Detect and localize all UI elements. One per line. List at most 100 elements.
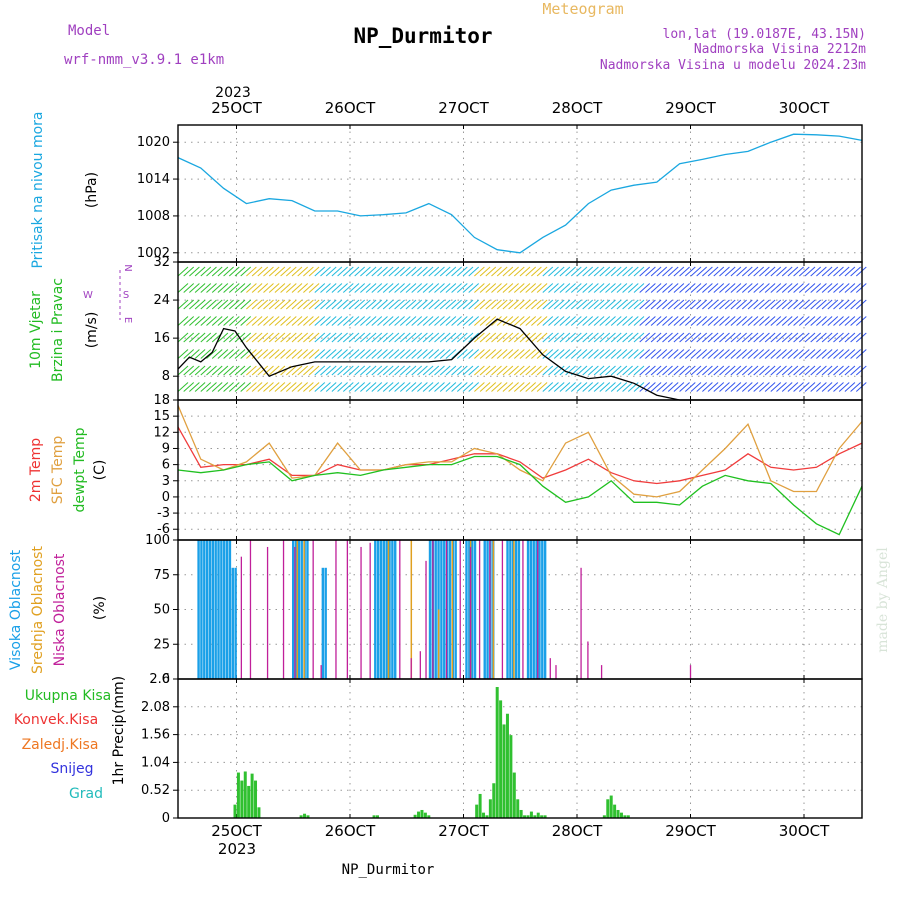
wind-barb xyxy=(519,266,531,277)
wind-barb xyxy=(251,332,263,343)
wind-barb xyxy=(303,316,314,326)
wind-barb xyxy=(599,316,611,326)
wind-barb xyxy=(428,349,440,359)
wind-barb xyxy=(696,283,708,293)
wind-barb xyxy=(650,349,662,359)
wind-barb xyxy=(234,283,246,293)
wind-barb xyxy=(559,283,571,293)
wind-barb xyxy=(189,332,200,343)
wind-barb xyxy=(850,266,861,277)
wind-barb xyxy=(827,316,839,326)
wind-barb xyxy=(781,349,793,359)
wind-barb xyxy=(656,382,668,392)
wind-barb xyxy=(588,283,599,293)
wind-barb xyxy=(462,332,474,343)
wind-barb xyxy=(513,349,525,359)
wind-barb xyxy=(810,316,822,326)
wind-barb xyxy=(388,349,400,359)
wind-barb xyxy=(280,382,291,392)
wind-barb xyxy=(798,283,810,293)
wind-barb xyxy=(291,332,303,343)
wind-barb xyxy=(844,365,856,376)
wind-barb xyxy=(690,299,702,310)
legend-ukupna: Ukupna Kisa xyxy=(25,688,112,704)
wind-barb xyxy=(354,382,366,392)
cloud-low-bar xyxy=(312,540,314,679)
wind-barb xyxy=(200,283,212,293)
wind-barb xyxy=(730,266,742,277)
wind-barb xyxy=(582,299,594,310)
wind-barb xyxy=(827,299,839,310)
wind-barb xyxy=(702,299,713,310)
wind-barb xyxy=(183,365,195,376)
wind-barb xyxy=(382,365,394,376)
wind-barb xyxy=(189,349,200,359)
wind-barb xyxy=(291,283,303,293)
wind-barb xyxy=(576,316,588,326)
wind-barb xyxy=(365,382,377,392)
wind-barb xyxy=(559,299,571,310)
wind-barb xyxy=(667,283,679,293)
footer-site: NP_Durmitor xyxy=(342,862,435,878)
wind-barb xyxy=(645,283,656,293)
wind-barb xyxy=(781,382,793,392)
cloud-mid-bar xyxy=(387,540,390,679)
wind-barb xyxy=(194,283,206,293)
wind-barb xyxy=(798,349,810,359)
wind-barb xyxy=(177,299,189,310)
wind-barb xyxy=(263,349,274,359)
wind-barb xyxy=(536,365,548,376)
y-tick-label: -6 xyxy=(157,522,170,537)
wind-barb xyxy=(753,266,765,277)
wind-barb xyxy=(599,266,611,277)
wind-barb xyxy=(508,299,519,310)
wind-barb xyxy=(593,283,605,293)
wind-barb xyxy=(741,382,753,392)
wind-barb xyxy=(764,316,776,326)
wind-barb xyxy=(588,266,599,277)
wind-barb xyxy=(850,382,861,392)
precip-bar xyxy=(616,809,620,818)
wind-barb xyxy=(314,283,326,293)
wind-barb xyxy=(479,299,491,310)
y-tick-label: 1002 xyxy=(137,246,170,261)
wind-barb xyxy=(810,382,822,392)
wind-barb xyxy=(781,365,793,376)
wind-barb xyxy=(627,316,639,326)
wind-barb xyxy=(502,332,514,343)
wind-barb xyxy=(679,283,690,293)
dir-north: N xyxy=(122,264,133,271)
wind-barb xyxy=(246,266,257,277)
wind-barb xyxy=(417,332,428,343)
wind-barb xyxy=(314,266,326,277)
precip-bar xyxy=(533,815,537,818)
wind-barb xyxy=(348,266,360,277)
watermark: made by Angel xyxy=(875,547,891,653)
wind-barb xyxy=(206,332,217,343)
wind-barb xyxy=(656,332,668,343)
y-tick-label: 0 xyxy=(162,811,170,826)
wind-barb xyxy=(206,349,217,359)
wind-barb xyxy=(439,316,451,326)
wind-barb xyxy=(200,365,212,376)
wind-barb xyxy=(371,365,383,376)
wind-barb xyxy=(382,299,394,310)
wind-barb xyxy=(627,299,639,310)
precip-bar xyxy=(420,809,424,818)
wind-barb xyxy=(816,316,827,326)
wind-barb xyxy=(770,299,782,310)
wind-barb xyxy=(200,299,212,310)
y-tick-label: 18 xyxy=(153,393,170,408)
precip-bar xyxy=(623,815,627,818)
wind-barb xyxy=(342,266,354,277)
wind-barb xyxy=(542,266,554,277)
cloud-high-bar xyxy=(214,540,217,679)
cloud-high-bar xyxy=(385,540,388,679)
wind-barb xyxy=(360,283,371,293)
wind-barb xyxy=(377,365,388,376)
wind-barb xyxy=(553,266,565,277)
wind-barb xyxy=(548,365,559,376)
wind-barb xyxy=(371,332,383,343)
wind-barb xyxy=(565,349,576,359)
wind-barb xyxy=(291,382,303,392)
